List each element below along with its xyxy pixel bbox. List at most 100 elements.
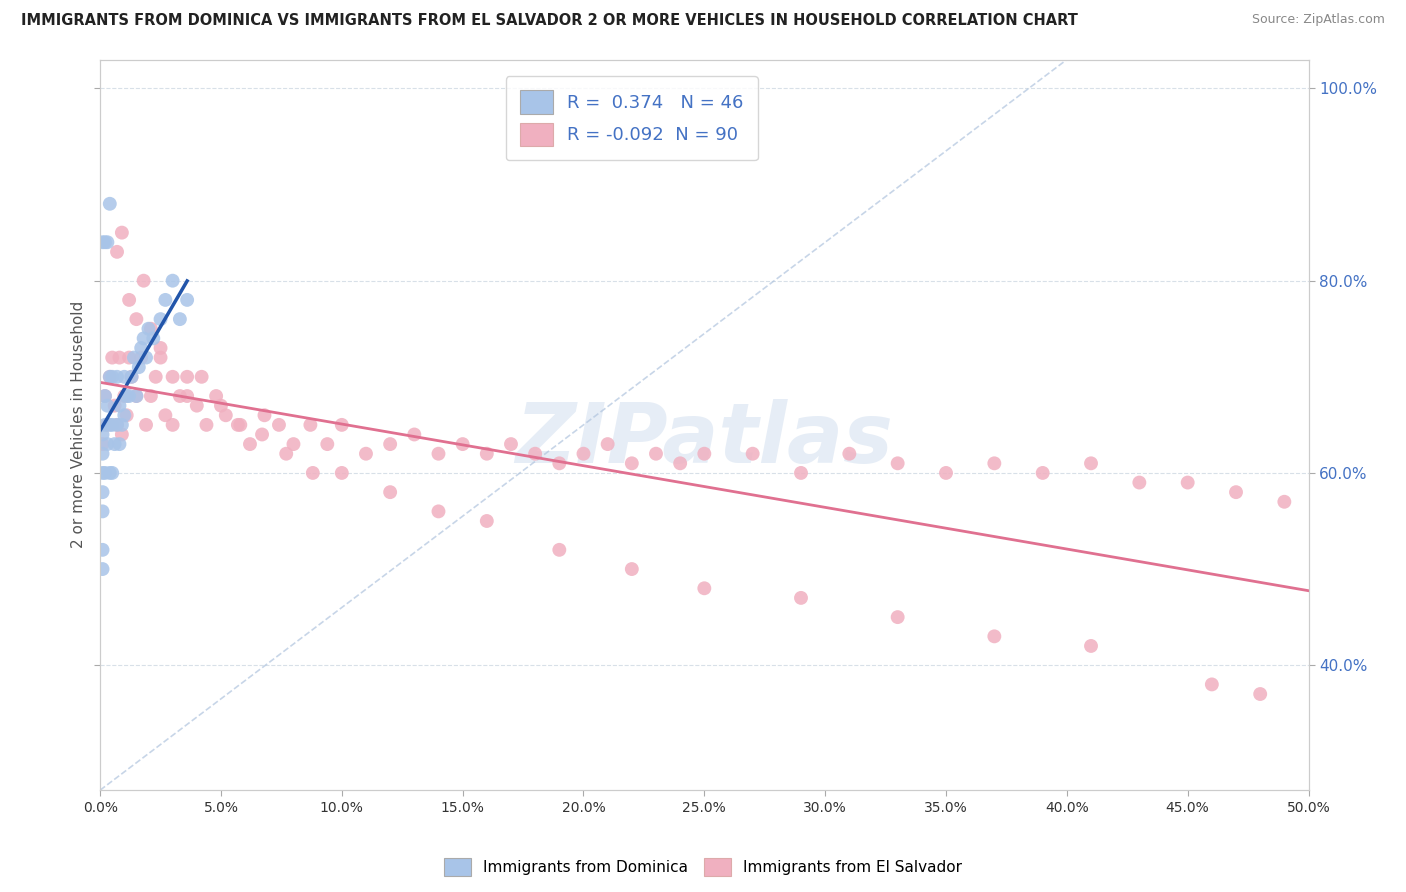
Point xyxy=(132,274,155,288)
Y-axis label: 2 or more Vehicles in Household: 2 or more Vehicles in Household xyxy=(72,301,86,549)
Point xyxy=(983,629,1005,643)
Point xyxy=(91,504,114,518)
Point xyxy=(155,409,177,423)
Point xyxy=(125,389,148,403)
Point xyxy=(1201,677,1223,691)
Point xyxy=(427,447,450,461)
Point xyxy=(790,466,813,480)
Point xyxy=(101,466,124,480)
Point xyxy=(122,351,145,365)
Point xyxy=(125,389,148,403)
Point xyxy=(1032,466,1054,480)
Point xyxy=(596,437,619,451)
Point xyxy=(548,542,571,557)
Point xyxy=(108,351,131,365)
Point xyxy=(118,293,141,307)
Point xyxy=(135,351,157,365)
Point xyxy=(239,437,262,451)
Point xyxy=(118,351,141,365)
Point xyxy=(1249,687,1271,701)
Point xyxy=(132,331,155,345)
Point xyxy=(112,389,135,403)
Point xyxy=(94,417,117,432)
Point xyxy=(91,437,114,451)
Point xyxy=(176,389,198,403)
Point xyxy=(111,427,134,442)
Point xyxy=(524,447,547,461)
Point xyxy=(620,456,643,470)
Point xyxy=(1080,639,1102,653)
Point xyxy=(1080,456,1102,470)
Point xyxy=(121,369,143,384)
Point xyxy=(118,389,141,403)
Point xyxy=(176,293,198,307)
Point xyxy=(101,351,124,365)
Point xyxy=(330,466,353,480)
Point xyxy=(283,437,305,451)
Point xyxy=(935,466,957,480)
Point xyxy=(104,437,127,451)
Point xyxy=(1177,475,1199,490)
Point xyxy=(886,610,908,624)
Point xyxy=(138,322,160,336)
Point xyxy=(162,274,184,288)
Text: Source: ZipAtlas.com: Source: ZipAtlas.com xyxy=(1251,13,1385,27)
Point xyxy=(215,409,238,423)
Point xyxy=(105,417,128,432)
Text: IMMIGRANTS FROM DOMINICA VS IMMIGRANTS FROM EL SALVADOR 2 OR MORE VEHICLES IN HO: IMMIGRANTS FROM DOMINICA VS IMMIGRANTS F… xyxy=(21,13,1078,29)
Point xyxy=(1225,485,1247,500)
Legend: R =  0.374   N = 46, R = -0.092  N = 90: R = 0.374 N = 46, R = -0.092 N = 90 xyxy=(506,76,758,161)
Point xyxy=(205,389,228,403)
Point xyxy=(475,514,498,528)
Point xyxy=(299,417,322,432)
Point xyxy=(105,244,128,259)
Point xyxy=(91,427,114,442)
Point xyxy=(176,369,198,384)
Point xyxy=(98,466,121,480)
Point xyxy=(129,341,152,355)
Point xyxy=(135,417,157,432)
Point xyxy=(101,417,124,432)
Point xyxy=(162,417,184,432)
Point xyxy=(94,235,117,250)
Point xyxy=(91,447,114,461)
Point xyxy=(572,447,595,461)
Point xyxy=(354,447,377,461)
Point xyxy=(983,456,1005,470)
Point xyxy=(98,369,121,384)
Point xyxy=(96,235,118,250)
Text: ZIPatlas: ZIPatlas xyxy=(516,399,893,480)
Point xyxy=(838,447,860,461)
Point xyxy=(149,312,172,326)
Point xyxy=(98,369,121,384)
Point xyxy=(105,369,128,384)
Point xyxy=(250,427,273,442)
Point xyxy=(169,312,191,326)
Point xyxy=(91,562,114,576)
Point xyxy=(96,417,118,432)
Point xyxy=(475,447,498,461)
Point xyxy=(111,226,134,240)
Point xyxy=(129,351,152,365)
Point xyxy=(115,409,138,423)
Point xyxy=(1272,495,1295,509)
Point xyxy=(139,322,162,336)
Point xyxy=(112,369,135,384)
Point xyxy=(499,437,522,451)
Point xyxy=(267,417,290,432)
Point xyxy=(330,417,353,432)
Point xyxy=(645,447,668,461)
Point xyxy=(91,466,114,480)
Point xyxy=(451,437,474,451)
Point xyxy=(378,437,401,451)
Point xyxy=(128,360,150,375)
Point xyxy=(112,409,135,423)
Point xyxy=(276,447,298,461)
Point xyxy=(316,437,339,451)
Point xyxy=(96,437,118,451)
Point xyxy=(111,417,134,432)
Point xyxy=(209,399,232,413)
Point xyxy=(94,389,117,403)
Point xyxy=(741,447,763,461)
Point xyxy=(162,369,184,384)
